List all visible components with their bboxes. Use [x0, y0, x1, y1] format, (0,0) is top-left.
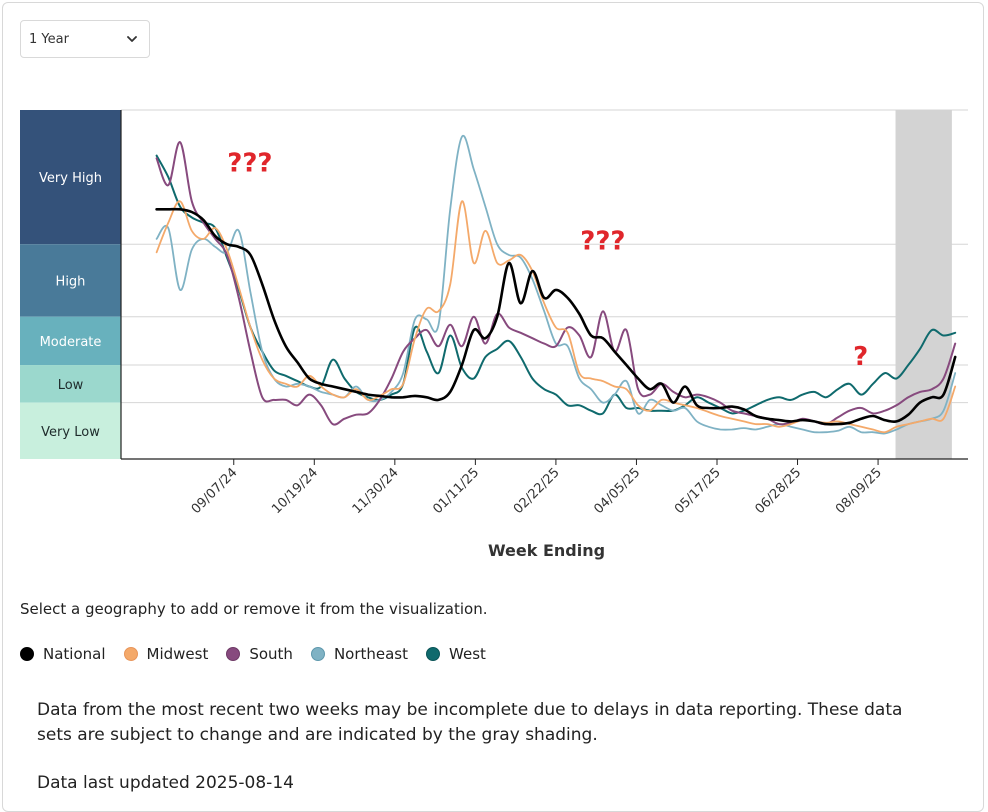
- question-mark-annotation: ?: [853, 342, 868, 372]
- level-band-very-low: [20, 402, 121, 459]
- level-band-high: [20, 244, 121, 317]
- x-tick-label: 11/30/24: [350, 465, 402, 517]
- legend-label: West: [449, 645, 486, 663]
- x-tick-label: 09/07/24: [189, 465, 241, 517]
- legend-item-south[interactable]: South: [226, 645, 293, 663]
- legend-dot-south: [226, 647, 241, 661]
- question-mark-annotation: ???: [580, 227, 625, 257]
- x-tick-label: 10/19/24: [269, 465, 321, 517]
- legend-dot-west: [426, 647, 441, 661]
- x-axis-title: Week Ending: [488, 541, 605, 560]
- level-band-low: [20, 365, 121, 403]
- x-tick-label: 08/09/25: [833, 465, 885, 517]
- legend-item-midwest[interactable]: Midwest: [123, 645, 209, 663]
- x-tick-label: 02/22/25: [511, 465, 563, 517]
- legend-dot-national: [20, 647, 34, 661]
- instructions-text: Select a geography to add or remove it f…: [20, 600, 488, 618]
- level-label: Low: [58, 378, 84, 393]
- legend-item-west[interactable]: West: [426, 645, 486, 663]
- x-tick-label: 01/11/25: [430, 465, 482, 517]
- level-label: High: [56, 274, 86, 289]
- last-updated-text: Data last updated 2025-08-14: [37, 773, 294, 793]
- incomplete-data-note: Data from the most recent two weeks may …: [37, 700, 903, 745]
- level-band-moderate: [20, 316, 121, 366]
- x-tick-label: 05/17/25: [672, 465, 724, 517]
- legend-label: Midwest: [146, 645, 209, 663]
- time-range-select[interactable]: 1 Year: [20, 20, 150, 58]
- level-label: Very High: [39, 171, 102, 186]
- legend-item-national[interactable]: National: [20, 645, 106, 663]
- x-tick-label: 06/28/25: [752, 465, 804, 517]
- series-line-west: [155, 154, 957, 416]
- series-line-northeast: [155, 134, 957, 435]
- legend-dot-midwest: [123, 647, 138, 661]
- legend-label: National: [43, 645, 106, 663]
- legend-label: Northeast: [333, 645, 409, 663]
- level-label: Moderate: [40, 335, 102, 350]
- legend-dot-northeast: [310, 647, 325, 661]
- legend-label: South: [249, 645, 293, 663]
- question-mark-annotation: ???: [227, 149, 272, 179]
- level-band-very-high: [20, 110, 121, 245]
- x-tick-label: 04/05/25: [591, 465, 643, 517]
- incomplete-data-shading: [895, 110, 952, 459]
- legend: National Midwest South Northeast West: [20, 645, 504, 663]
- level-label: Very Low: [41, 425, 100, 440]
- legend-item-northeast[interactable]: Northeast: [310, 645, 409, 663]
- series-line-national: [155, 207, 957, 426]
- trend-chart: Very High High Moderate Low Very Low 09/07/24…: [20, 109, 968, 560]
- time-range-value: 1 Year: [29, 31, 69, 47]
- chevron-down-icon: [127, 32, 137, 47]
